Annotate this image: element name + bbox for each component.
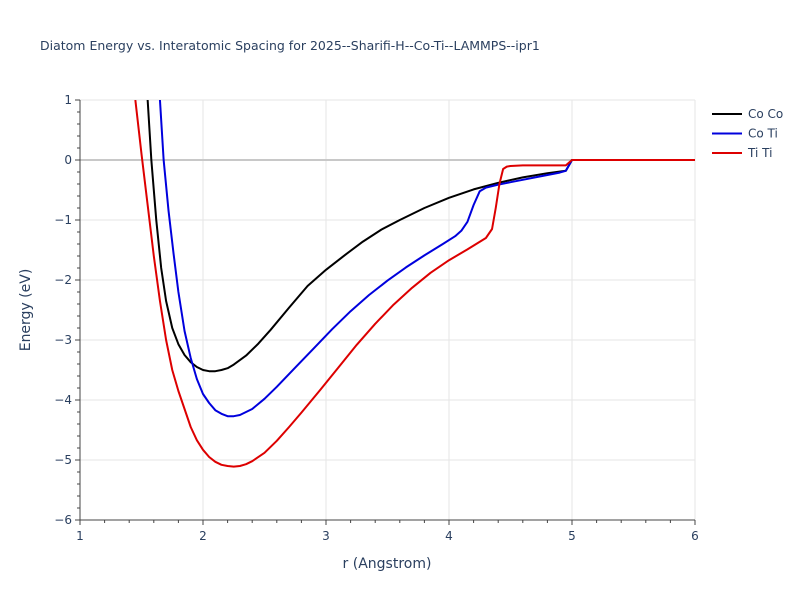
x-axis-title: r (Angstrom): [343, 556, 432, 572]
x-tick-label: 1: [76, 529, 84, 543]
legend-label: Co Co: [748, 107, 783, 121]
x-tick-label: 3: [322, 529, 330, 543]
legend-item-ti-ti[interactable]: Ti Ti: [712, 146, 772, 160]
legend-label: Co Ti: [748, 127, 778, 141]
y-tick-label: −4: [54, 393, 72, 407]
y-tick-label: 1: [64, 93, 72, 107]
legend-item-co-ti[interactable]: Co Ti: [712, 127, 778, 141]
series-lines: [134, 100, 695, 468]
series-line-ti-ti: [134, 100, 695, 468]
y-tick-label: 0: [64, 153, 72, 167]
y-tick-label: −5: [54, 453, 72, 467]
series-line-co-ti: [158, 100, 695, 418]
y-axis-title: Energy (eV): [18, 269, 34, 352]
legend-item-co-co[interactable]: Co Co: [712, 107, 783, 121]
x-tick-label: 5: [568, 529, 576, 543]
y-tick-label: −1: [54, 213, 72, 227]
x-tick-label: 2: [199, 529, 207, 543]
chart-title: Diatom Energy vs. Interatomic Spacing fo…: [40, 38, 540, 53]
series-line-co-co: [146, 100, 695, 373]
x-tick-label: 6: [691, 529, 699, 543]
y-tick-label: −2: [54, 273, 72, 287]
y-tick-label: −3: [54, 333, 72, 347]
x-tick-label: 4: [445, 529, 453, 543]
legend[interactable]: Co Co Co Ti Ti Ti: [712, 107, 783, 160]
y-tick-label: −6: [54, 513, 72, 527]
legend-label: Ti Ti: [747, 146, 772, 160]
axes: 1 2 3 4 5 6 1 0 −1 −2 −3 −4 −5 −6: [54, 93, 699, 543]
